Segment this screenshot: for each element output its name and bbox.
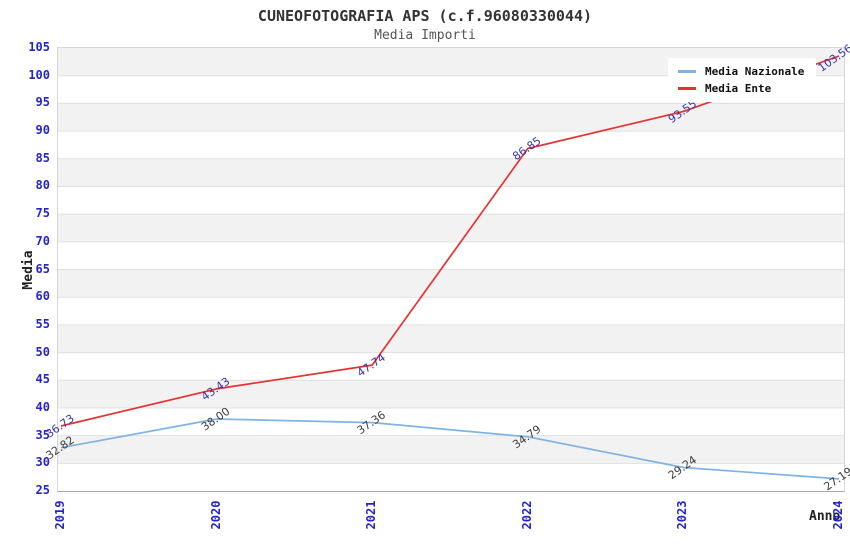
y-tick-label: 80: [35, 178, 50, 193]
plot-band: [58, 435, 844, 464]
plot-area: 32.82 38.00 37.36 34.79 29.24 27.19 36.73 43.43…: [43, 42, 850, 494]
y-tick-label: 40: [35, 399, 50, 414]
plot-band: [58, 324, 844, 353]
y-tick-label: 30: [35, 455, 50, 470]
x-tick-label: 2020: [208, 500, 223, 530]
chart-subtitle: Media Importi: [374, 28, 476, 43]
legend-row-media-ente: Media Ente: [678, 80, 816, 97]
y-tick-label: 85: [35, 150, 50, 165]
y-tick-label: 25: [35, 483, 50, 497]
chart-title: CUNEOFOTOGRAFIA APS (c.f.96080330044): [257, 7, 593, 25]
plot-band: [58, 186, 844, 215]
plot-band: [58, 131, 844, 159]
y-tick-label: 60: [35, 289, 50, 304]
series-line-media-ente: [60, 55, 840, 427]
plot-band: [58, 463, 844, 491]
y-tick-label: 100: [28, 67, 50, 82]
y-tick-label: 50: [35, 344, 50, 359]
y-tick-label: 65: [35, 261, 50, 276]
y-tick-label: 95: [35, 95, 50, 110]
x-tick-label: 2021: [364, 500, 379, 530]
y-tick-label: 90: [35, 123, 50, 138]
plot-band: [58, 214, 844, 242]
plot-band: [58, 103, 844, 132]
media-nazionale-line-swatch-icon: [678, 70, 696, 73]
x-tick-label: 2019: [53, 500, 67, 530]
legend-label-media-ente: Media Ente: [705, 82, 772, 95]
plot-band: [58, 352, 844, 381]
x-axis-title: Anno: [809, 509, 841, 524]
plot-band: [58, 158, 844, 187]
legend: Media Nazionale Media Ente: [668, 58, 816, 102]
media-ente-line-swatch-icon: [678, 87, 696, 90]
y-tick-label: 55: [35, 316, 50, 331]
y-tick-label: 45: [35, 372, 50, 387]
plot-band: [58, 297, 844, 325]
legend-row-media-nazionale: Media Nazionale: [678, 63, 816, 80]
plot-band: [58, 269, 844, 298]
y-tick-label: 35: [35, 427, 50, 442]
series-line-media-nazionale: [60, 418, 840, 480]
x-tick-label: 2022: [519, 500, 534, 530]
y-tick-label: 105: [28, 40, 50, 54]
y-tick-label: 75: [35, 206, 50, 221]
legend-label-media-nazionale: Media Nazionale: [705, 65, 805, 78]
y-tick-label: 70: [35, 233, 50, 248]
x-tick-label: 2023: [675, 500, 690, 530]
plot-band: [58, 380, 844, 408]
x-tick-label: 2024: [831, 500, 845, 530]
plot-band: [58, 407, 844, 436]
